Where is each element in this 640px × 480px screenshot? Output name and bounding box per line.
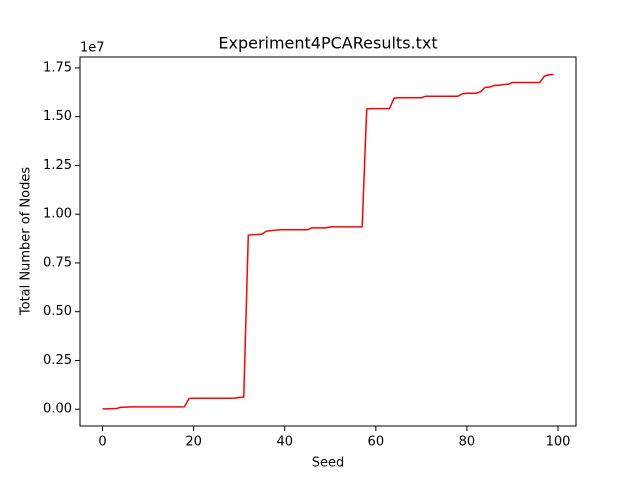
y-tick-label: 0.50 — [43, 304, 72, 319]
chart-title: Experiment4PCAResults.txt — [218, 34, 437, 53]
x-axis-label: Seed — [312, 456, 345, 471]
plot-area — [102, 73, 554, 410]
x-tick-label: 40 — [276, 435, 293, 450]
y-offset-label: 1e7 — [80, 41, 105, 56]
y-tick-label: 1.75 — [43, 60, 72, 75]
y-tick-label: 1.00 — [43, 207, 72, 222]
y-tick-label: 0.75 — [43, 255, 72, 270]
axes-frame — [79, 56, 577, 427]
x-tick-label: 80 — [459, 435, 476, 450]
y-tick-label: 0.00 — [43, 402, 72, 417]
x-tick-label: 0 — [98, 435, 106, 450]
x-tick-label: 100 — [546, 435, 571, 450]
y-tick-label: 1.25 — [43, 158, 72, 173]
x-tick-label: 60 — [368, 435, 385, 450]
y-axis-label: Total Number of Nodes — [19, 167, 34, 316]
data-line — [102, 73, 554, 410]
x-tick-label: 20 — [185, 435, 202, 450]
y-tick-label: 1.50 — [43, 109, 72, 124]
y-tick-label: 0.25 — [43, 353, 72, 368]
